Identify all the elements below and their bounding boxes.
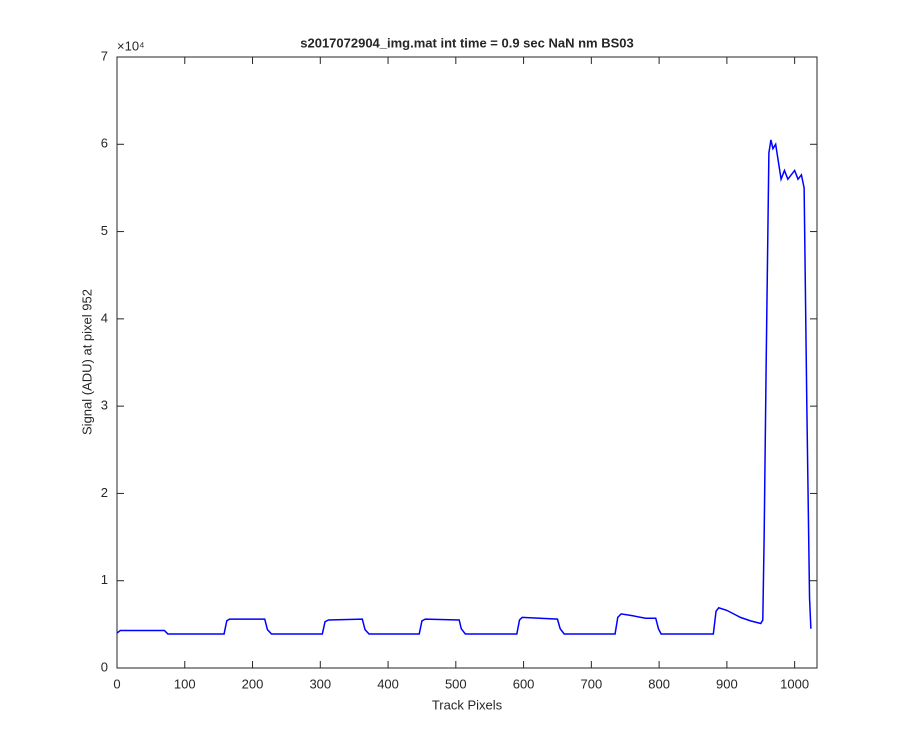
y-tick-label: 4 [101,310,108,325]
plot-box [116,56,818,669]
y-tick-label: 3 [101,398,108,413]
y-exponent-label: ×10⁴ [117,38,145,53]
y-tick-label: 6 [101,136,108,151]
x-tick-label: 400 [377,676,399,691]
x-tick-label: 200 [242,676,264,691]
chart-title: s2017072904_img.mat int time = 0.9 sec N… [300,35,634,50]
x-tick-label: 300 [309,676,331,691]
x-tick-label: 800 [648,676,670,691]
y-tick-label: 2 [101,485,108,500]
x-tick-label: 900 [716,676,738,691]
x-tick-label: 700 [580,676,602,691]
y-tick-label: 0 [101,659,108,674]
x-axis-label: Track Pixels [432,697,503,712]
x-tick-label: 500 [445,676,467,691]
data-line [116,139,812,635]
y-axis-label: Signal (ADU) at pixel 952 [79,289,94,435]
x-tick-label: 600 [513,676,535,691]
x-tick-label: 0 [113,676,120,691]
x-tick-label: 100 [174,676,196,691]
x-tick-label: 1000 [780,676,809,691]
y-tick-label: 5 [101,223,108,238]
y-tick-label: 1 [101,572,108,587]
y-tick-label: 7 [101,48,108,63]
